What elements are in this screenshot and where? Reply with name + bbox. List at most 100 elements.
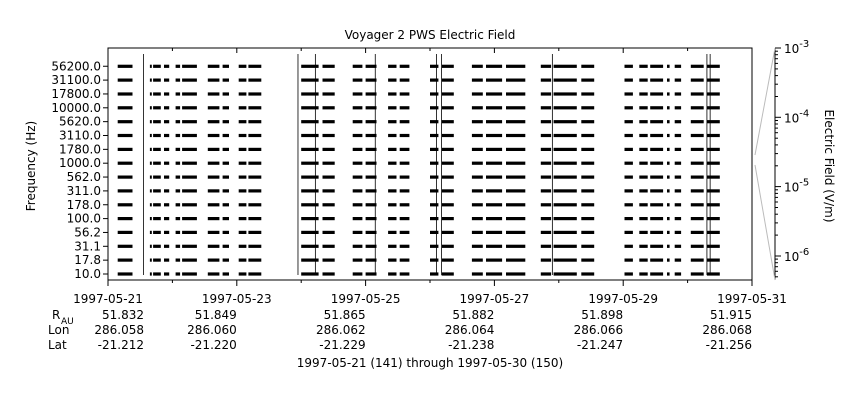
data-segment bbox=[674, 78, 682, 82]
data-segment bbox=[506, 203, 526, 207]
data-segment bbox=[248, 92, 262, 96]
data-segment bbox=[553, 230, 577, 234]
data-segment bbox=[388, 78, 397, 82]
data-segment bbox=[674, 147, 682, 151]
colorbar-connector bbox=[754, 47, 776, 156]
data-segment bbox=[238, 106, 247, 110]
data-segment bbox=[322, 64, 335, 68]
data-segment bbox=[706, 78, 720, 82]
data-segment bbox=[441, 217, 454, 221]
data-segment bbox=[182, 92, 197, 96]
ephemeris-value: -21.212 bbox=[98, 338, 144, 352]
data-segment bbox=[207, 175, 220, 179]
data-segment bbox=[117, 217, 133, 221]
data-segment bbox=[164, 147, 170, 151]
data-segment bbox=[430, 272, 439, 276]
data-segment bbox=[674, 258, 682, 262]
data-segment bbox=[690, 78, 704, 82]
data-segment bbox=[182, 161, 197, 165]
data-segment bbox=[117, 78, 133, 82]
data-segment bbox=[690, 244, 704, 248]
data-segment bbox=[182, 203, 197, 207]
data-segment bbox=[706, 120, 720, 124]
data-segment bbox=[365, 92, 377, 96]
data-segment bbox=[706, 272, 720, 276]
channel-row bbox=[117, 161, 720, 165]
data-segment bbox=[639, 92, 648, 96]
data-segment bbox=[624, 189, 633, 193]
data-segment bbox=[365, 175, 377, 179]
data-segment bbox=[149, 64, 152, 68]
data-segment bbox=[175, 175, 181, 179]
data-segment bbox=[650, 147, 664, 151]
data-segment bbox=[667, 244, 670, 248]
data-segment bbox=[690, 64, 704, 68]
colorbar: 10-3 10-4 10-5 10-6 bbox=[754, 39, 809, 281]
data-segment bbox=[352, 147, 363, 151]
data-segment bbox=[471, 175, 483, 179]
data-segment bbox=[352, 78, 363, 82]
data-segment bbox=[690, 230, 704, 234]
data-segment bbox=[581, 230, 595, 234]
data-segment bbox=[581, 258, 595, 262]
data-segment bbox=[238, 133, 247, 138]
data-segment bbox=[624, 230, 633, 234]
x-tick-label: 1997-05-29 bbox=[588, 292, 658, 306]
data-segment bbox=[352, 244, 363, 248]
data-segment bbox=[624, 272, 633, 276]
data-segment bbox=[471, 230, 483, 234]
data-segment bbox=[471, 244, 483, 248]
data-segment bbox=[639, 175, 648, 179]
data-segment bbox=[486, 258, 503, 262]
data-segment bbox=[153, 92, 161, 96]
data-segment bbox=[222, 133, 229, 138]
data-segment bbox=[441, 203, 454, 207]
data-segment bbox=[352, 217, 363, 221]
data-segment bbox=[117, 230, 133, 234]
data-segment bbox=[238, 272, 247, 276]
data-segment bbox=[706, 147, 720, 151]
data-segment bbox=[222, 92, 229, 96]
data-segment bbox=[149, 120, 152, 124]
data-segment bbox=[322, 106, 335, 110]
data-segment bbox=[301, 147, 319, 151]
data-segment bbox=[581, 64, 595, 68]
data-segment bbox=[540, 92, 552, 96]
data-segment bbox=[624, 92, 633, 96]
data-segment bbox=[149, 258, 152, 262]
data-segment bbox=[301, 133, 319, 138]
data-segment bbox=[441, 230, 454, 234]
data-segment bbox=[639, 244, 648, 248]
data-segment bbox=[667, 175, 670, 179]
data-segment bbox=[399, 78, 410, 82]
data-segment bbox=[238, 64, 247, 68]
ephemeris-value: 286.068 bbox=[702, 323, 752, 337]
data-segment bbox=[553, 106, 577, 110]
ephemeris-row-label: Lon bbox=[48, 323, 69, 337]
data-segment bbox=[639, 133, 648, 138]
colorbar-tick-exponent: -4 bbox=[799, 108, 809, 119]
channel-row bbox=[117, 64, 720, 68]
data-segment bbox=[650, 272, 664, 276]
data-segment bbox=[471, 189, 483, 193]
data-segment bbox=[674, 133, 682, 138]
data-segment bbox=[238, 230, 247, 234]
ephemeris-value: 286.066 bbox=[574, 323, 624, 337]
data-segment bbox=[553, 133, 577, 138]
data-segment bbox=[430, 258, 439, 262]
data-segment bbox=[175, 230, 181, 234]
data-segment bbox=[581, 217, 595, 221]
colorbar-connector bbox=[754, 164, 776, 281]
data-segment bbox=[301, 230, 319, 234]
data-segment bbox=[164, 64, 170, 68]
data-segment bbox=[207, 64, 220, 68]
ephemeris-value: 51.882 bbox=[452, 308, 494, 322]
data-segment bbox=[322, 217, 335, 221]
data-segment bbox=[553, 272, 577, 276]
data-segment bbox=[388, 230, 397, 234]
data-segment bbox=[322, 120, 335, 124]
data-segment bbox=[624, 106, 633, 110]
data-segment bbox=[238, 189, 247, 193]
data-segment bbox=[301, 217, 319, 221]
data-segment bbox=[674, 203, 682, 207]
